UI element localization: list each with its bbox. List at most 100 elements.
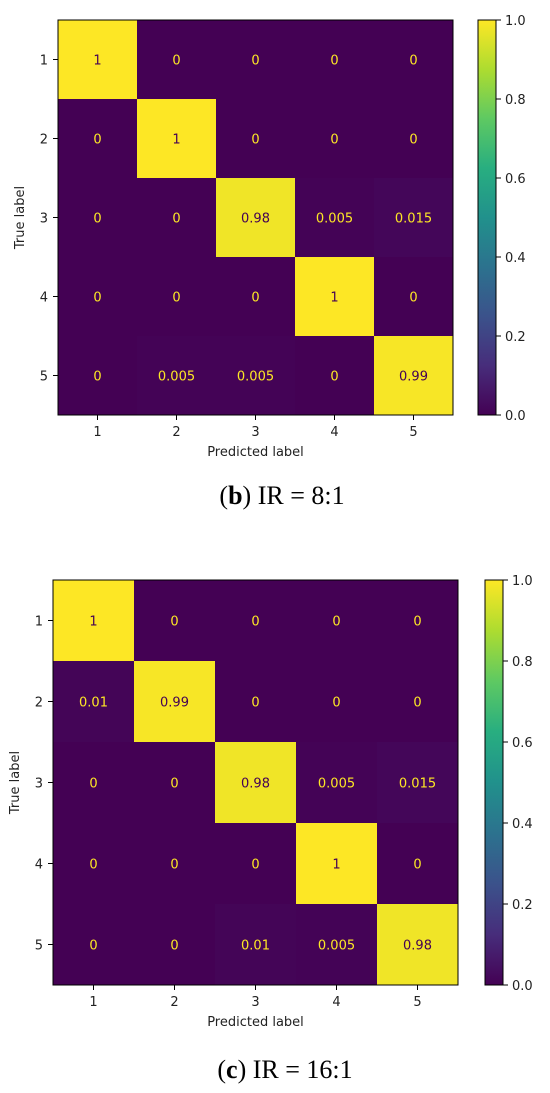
cell-value-label: 0.005 — [237, 370, 274, 385]
y-tick-label: 3 — [40, 212, 48, 227]
colorbar-tick-label: 1.0 — [512, 574, 533, 589]
matrix-cell — [216, 336, 295, 415]
colorbar-tick-label: 1.0 — [505, 14, 526, 29]
panel-caption: (b) IR = 8:1 — [219, 481, 344, 510]
cell-value-label: 1 — [332, 858, 340, 873]
colorbar-tick-label: 0.6 — [505, 172, 526, 187]
cell-value-label: 1 — [330, 291, 338, 306]
matrix-cell — [53, 742, 134, 823]
y-tick-label: 5 — [35, 939, 43, 954]
matrix-cell — [374, 99, 453, 178]
matrix-cell — [216, 178, 295, 257]
cell-value-label: 0 — [93, 370, 101, 385]
cell-value-label: 0 — [332, 696, 340, 711]
colorbar-tick-label: 0.2 — [512, 898, 533, 913]
cell-value-label: 0 — [172, 291, 180, 306]
matrix-cell — [53, 904, 134, 985]
matrix-cell — [137, 336, 216, 415]
cell-value-label: 0 — [409, 291, 417, 306]
matrix-cell — [296, 904, 377, 985]
cell-value-label: 0 — [172, 54, 180, 69]
cell-value-label: 0 — [170, 615, 178, 630]
y-tick-label: 5 — [40, 370, 48, 385]
cell-value-label: 0 — [413, 858, 421, 873]
x-tick-label: 3 — [251, 995, 259, 1010]
colorbar — [477, 19, 497, 416]
matrix-cell — [216, 99, 295, 178]
cell-value-label: 0 — [89, 777, 97, 792]
y-tick-label: 2 — [35, 696, 43, 711]
cell-value-label: 0 — [89, 939, 97, 954]
x-tick-label: 3 — [251, 425, 259, 440]
y-axis-label: True label — [13, 186, 28, 250]
matrix-cell — [134, 580, 215, 661]
cell-value-label: 0.98 — [241, 212, 270, 227]
cell-value-label: 0 — [409, 54, 417, 69]
matrix-cell — [58, 257, 137, 336]
cell-value-label: 0 — [251, 54, 259, 69]
cell-value-label: 0 — [170, 939, 178, 954]
cell-value-label: 0.99 — [160, 696, 189, 711]
y-tick-label: 1 — [40, 54, 48, 69]
colorbar-tick-label: 0.6 — [512, 736, 533, 751]
cell-value-label: 0.98 — [241, 777, 270, 792]
cell-value-label: 0 — [330, 133, 338, 148]
matrix-cell — [215, 904, 296, 985]
matrix-cell — [296, 742, 377, 823]
matrix-cell — [134, 742, 215, 823]
x-tick-label: 1 — [93, 425, 101, 440]
cell-value-label: 0.005 — [316, 212, 353, 227]
y-tick-label: 4 — [35, 858, 43, 873]
matrix-cell — [374, 20, 453, 99]
cell-value-label: 0 — [170, 858, 178, 873]
cell-value-label: 0 — [413, 696, 421, 711]
y-tick-label: 1 — [35, 615, 43, 630]
matrix-cell — [374, 178, 453, 257]
y-axis-label: True label — [8, 751, 23, 815]
matrix-cell — [216, 257, 295, 336]
cell-value-label: 0 — [409, 133, 417, 148]
colorbar — [484, 579, 504, 986]
matrix-cell — [137, 257, 216, 336]
matrix-cell — [58, 99, 137, 178]
cell-value-label: 1 — [172, 133, 180, 148]
x-tick-label: 5 — [409, 425, 417, 440]
cell-value-label: 0.005 — [318, 777, 355, 792]
cell-value-label: 0.015 — [395, 212, 432, 227]
x-axis-label: Predicted label — [207, 445, 304, 460]
matrix-cell — [295, 178, 374, 257]
cell-value-label: 0 — [170, 777, 178, 792]
matrix-cell — [374, 257, 453, 336]
matrix-cell — [377, 904, 458, 985]
cell-value-label: 0 — [251, 615, 259, 630]
matrix-cell — [296, 661, 377, 742]
cell-value-label: 0 — [413, 615, 421, 630]
cell-value-label: 1 — [93, 54, 101, 69]
cell-value-label: 0 — [330, 54, 338, 69]
cell-value-label: 0.005 — [318, 939, 355, 954]
matrix-cell — [295, 99, 374, 178]
matrix-cell — [58, 20, 137, 99]
matrix-cell — [377, 661, 458, 742]
matrix-cell — [58, 336, 137, 415]
matrix-cell — [377, 742, 458, 823]
x-tick-label: 1 — [89, 995, 97, 1010]
colorbar-tick-label: 0.2 — [505, 330, 526, 345]
cell-value-label: 0 — [93, 291, 101, 306]
matrix-cell — [296, 823, 377, 904]
colorbar-tick-label: 0.4 — [505, 251, 526, 266]
matrix-cell — [137, 178, 216, 257]
cell-value-label: 0 — [330, 370, 338, 385]
matrix-cell — [377, 823, 458, 904]
matrix-cell — [137, 99, 216, 178]
y-tick-label: 2 — [40, 133, 48, 148]
cell-value-label: 0 — [251, 858, 259, 873]
matrix-cell — [53, 661, 134, 742]
cell-value-label: 0 — [332, 615, 340, 630]
matrix-cell — [134, 904, 215, 985]
x-tick-label: 2 — [172, 425, 180, 440]
cell-value-label: 0.99 — [399, 370, 428, 385]
cell-value-label: 0 — [251, 696, 259, 711]
